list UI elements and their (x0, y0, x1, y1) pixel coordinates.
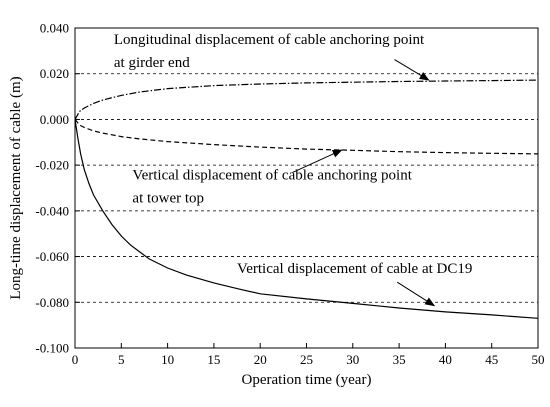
x-tick-label: 50 (532, 352, 545, 367)
axis-ticks (74, 27, 539, 349)
annotation-text: at girder end (114, 55, 190, 71)
y-tick-label: -0.040 (35, 203, 69, 218)
x-tick-label: 35 (393, 352, 406, 367)
y-tick-label: -0.100 (35, 341, 69, 356)
annotation-arrow (396, 281, 436, 307)
series-line-2 (74, 119, 539, 155)
series-line-1 (74, 79, 539, 120)
annotations: Longitudinal displacement of cable ancho… (114, 32, 472, 307)
series-line-3 (74, 119, 539, 319)
annotation-arrow (394, 59, 430, 81)
y-tick-label: 0.020 (40, 66, 69, 81)
y-tick-label: -0.020 (35, 158, 69, 173)
y-tick-label: -0.080 (35, 295, 69, 310)
x-tick-label: 40 (439, 352, 452, 367)
y-tick-label: 0.040 (40, 21, 69, 36)
annotation-arrow (292, 149, 343, 173)
annotation-text: Vertical displacement of cable anchoring… (132, 167, 412, 183)
annotation-text: Longitudinal displacement of cable ancho… (114, 32, 425, 48)
plot-frame (74, 27, 539, 349)
x-axis-title: Operation time (year) (242, 372, 372, 388)
x-tick-label: 15 (207, 352, 220, 367)
x-tick-label: 0 (72, 352, 79, 367)
y-tick-label: 0.000 (40, 112, 69, 127)
y-tick-label: -0.060 (35, 249, 69, 264)
x-tick-label: 30 (346, 352, 359, 367)
grid-lines (75, 73, 538, 303)
annotation-text: Vertical displacement of cable at DC19 (237, 261, 472, 277)
tick-labels: 0.040 0.020 0.000 -0.020 -0.040 -0.060 -0.080 -… (35, 21, 544, 368)
series-group (74, 79, 539, 319)
y-axis-title: Long-time displacement of cable (m) (8, 76, 24, 299)
x-tick-label: 45 (485, 352, 498, 367)
x-tick-label: 10 (161, 352, 174, 367)
x-tick-label: 25 (300, 352, 313, 367)
x-tick-label: 5 (118, 352, 125, 367)
annotation-text: at tower top (132, 190, 204, 206)
x-tick-label: 20 (254, 352, 267, 367)
